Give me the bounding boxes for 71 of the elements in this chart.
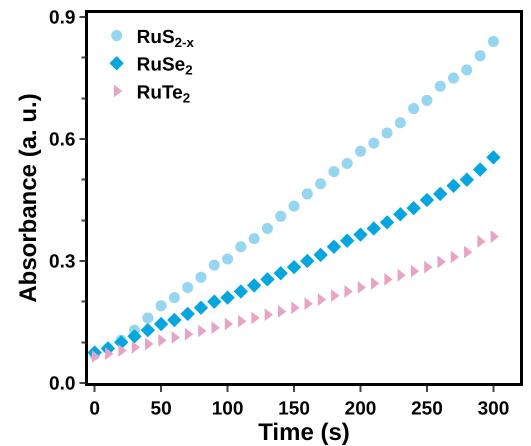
point	[235, 241, 246, 252]
point	[182, 282, 194, 293]
point	[207, 294, 222, 309]
point	[220, 290, 235, 305]
point	[288, 200, 300, 212]
point	[380, 215, 394, 230]
point	[262, 222, 273, 234]
x-tick-label: 300	[478, 398, 510, 420]
point	[420, 192, 434, 208]
point	[446, 178, 461, 193]
point	[156, 300, 167, 312]
y-axis-title: Absorbance (a. u.)	[15, 93, 42, 303]
point	[208, 260, 220, 271]
point	[300, 254, 314, 268]
point	[140, 322, 155, 338]
point	[260, 272, 275, 286]
point	[180, 306, 195, 322]
point	[340, 234, 354, 248]
x-tick-label: 0	[89, 398, 100, 420]
point	[366, 221, 381, 236]
point	[168, 292, 180, 304]
x-tick-label: 100	[212, 398, 244, 420]
point	[406, 201, 421, 216]
point	[488, 36, 499, 47]
point	[472, 162, 488, 177]
point	[313, 248, 328, 262]
x-tick-label: 50	[150, 398, 172, 420]
point	[328, 166, 340, 178]
point	[474, 50, 486, 62]
point	[302, 188, 313, 200]
legend-label: RuSe$_{2}$	[136, 54, 193, 78]
point	[234, 284, 248, 299]
x-tick-label: 250	[411, 398, 443, 420]
point	[394, 117, 406, 128]
point	[167, 312, 182, 328]
point	[222, 253, 234, 264]
point	[142, 312, 154, 324]
point	[342, 158, 353, 169]
point	[408, 103, 420, 114]
point	[434, 80, 446, 92]
x-axis-title: Time (s)	[258, 419, 350, 446]
point	[460, 172, 474, 187]
point	[448, 72, 460, 84]
y-tick-label: 0.0	[49, 374, 76, 395]
point	[154, 316, 168, 332]
y-tick-label: 0.3	[49, 252, 76, 273]
x-tick-label: 150	[278, 398, 310, 420]
point	[274, 266, 288, 280]
point	[286, 260, 302, 274]
point	[195, 272, 206, 283]
legend-label: RuS$_{2-x}$	[136, 26, 194, 50]
point	[461, 64, 472, 76]
point	[275, 210, 286, 222]
point	[433, 186, 448, 202]
point	[368, 138, 380, 149]
point	[382, 127, 393, 138]
point	[421, 94, 432, 106]
point	[486, 150, 501, 164]
y-tick-label: 0.6	[49, 130, 76, 151]
point	[326, 240, 342, 254]
point	[354, 146, 366, 157]
point	[247, 278, 262, 293]
y-tick-label: 0.9	[49, 8, 76, 29]
x-tick-label: 200	[344, 398, 376, 420]
point	[127, 329, 142, 344]
point	[393, 207, 408, 222]
point	[194, 300, 208, 315]
point	[353, 227, 368, 242]
point	[315, 178, 326, 190]
point	[248, 233, 260, 244]
legend-label: RuTe$_{2}$	[136, 82, 190, 106]
